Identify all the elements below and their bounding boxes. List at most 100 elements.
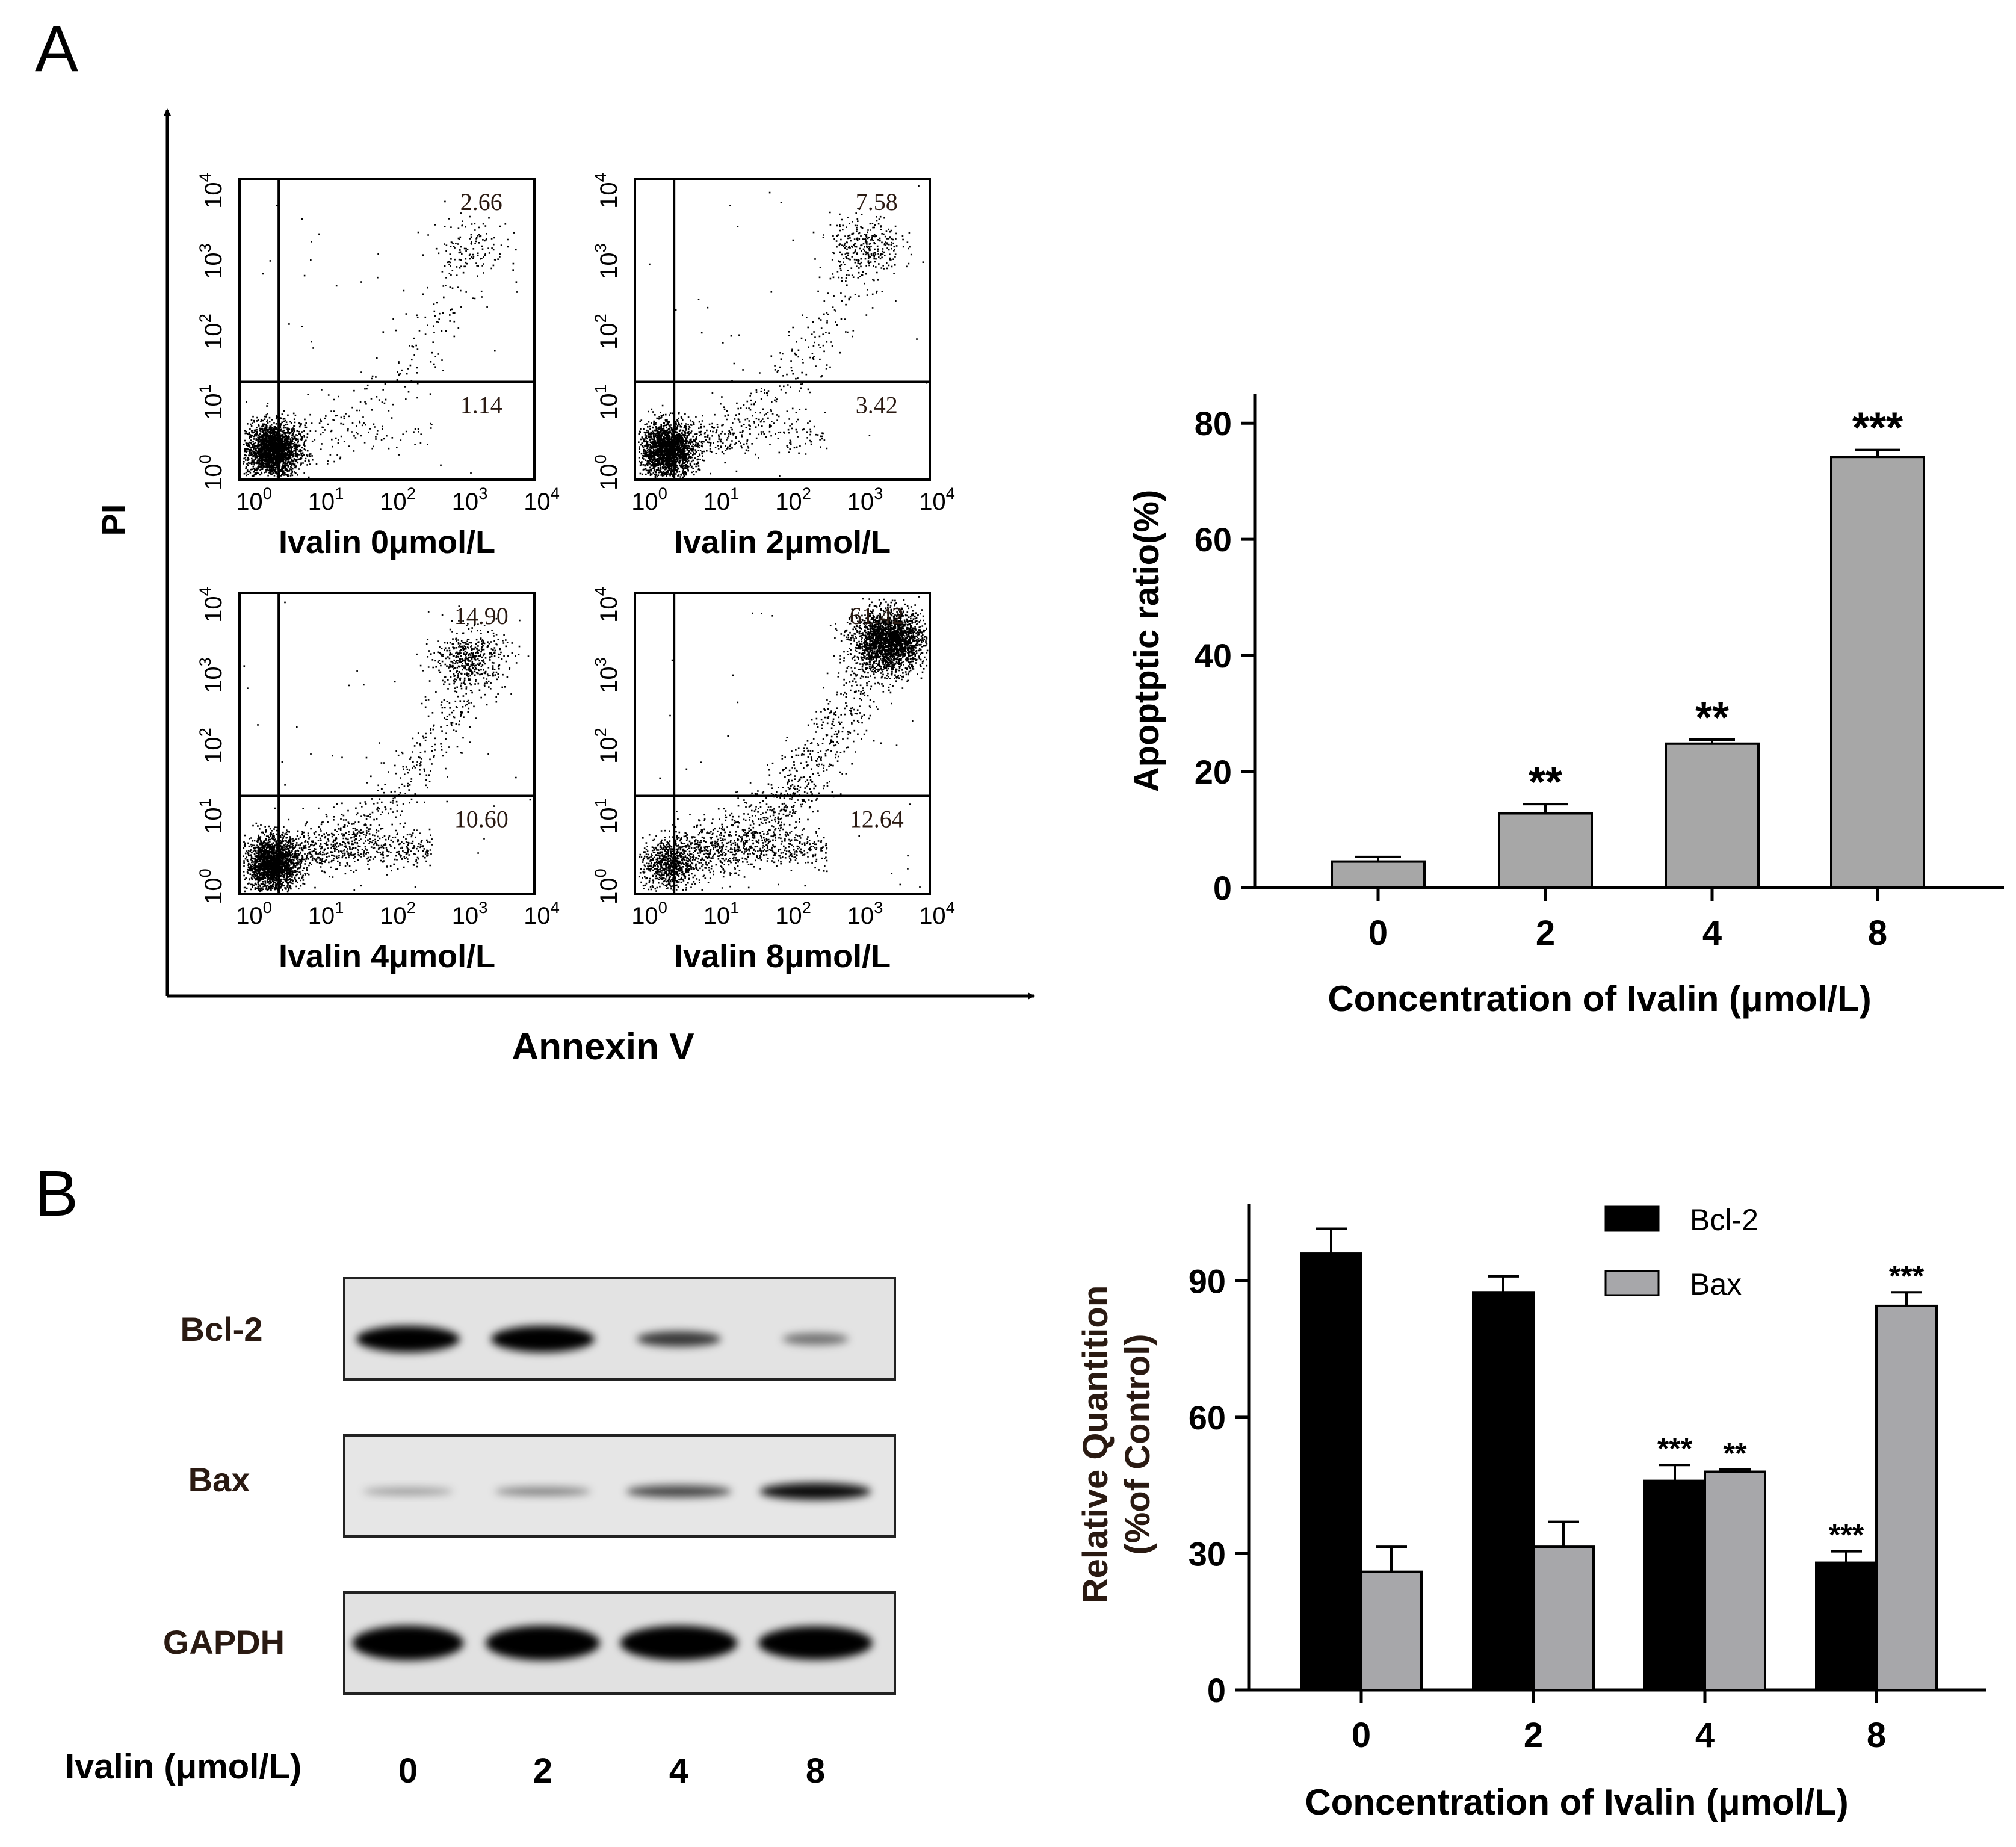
flow-x-tick-0-text: 100 <box>236 898 272 929</box>
panel-label-b: B <box>35 1157 78 1230</box>
flow-y-tick-1-text: 101 <box>591 798 622 834</box>
flow-x-tick-4: 104 <box>524 898 560 929</box>
flow-x-tick-0: 100 <box>236 898 272 929</box>
flow-x-tick-1: 101 <box>703 898 740 929</box>
flow-y-tick-1-text: 101 <box>196 384 227 420</box>
flow-x-tick-2: 102 <box>380 898 416 929</box>
chart1-x-tick-label: 4 <box>1702 914 1722 953</box>
flow-x-tick-2: 102 <box>775 898 811 929</box>
flow-y-tick-3-text: 103 <box>591 243 622 279</box>
chart1-bar <box>1830 456 1925 889</box>
chart2-y-tick-label: 90 <box>1189 1262 1226 1300</box>
legend-swatch-bcl2 <box>1604 1205 1660 1232</box>
flow-y-tick-4-text: 104 <box>591 587 622 623</box>
chart2-bar-bax <box>1360 1570 1423 1692</box>
chart2-significance: ** <box>1724 1437 1747 1470</box>
flow-x-tick-2: 102 <box>775 484 811 515</box>
flow-upper-right-value: 7.58 <box>856 188 898 215</box>
flow-x-tick-0: 100 <box>631 898 667 929</box>
chart1-significance: ** <box>1695 694 1729 742</box>
blot-band <box>486 1626 600 1660</box>
flow-x-tick-2-text: 102 <box>775 484 811 515</box>
flow-x-tick-3-text: 103 <box>847 898 883 929</box>
chart2-x-tick-label: 2 <box>1524 1716 1543 1755</box>
flow-y-tick-2: 102 <box>196 728 227 764</box>
flow-x-tick-4-text: 104 <box>524 484 560 515</box>
blot-band <box>352 1626 464 1660</box>
flow-y-tick-0-text: 100 <box>196 868 227 905</box>
flow-y-tick-0-text: 100 <box>591 868 622 905</box>
flow-lower-right-value: 3.42 <box>856 392 898 419</box>
flow-y-tick-3: 103 <box>196 657 227 693</box>
chart1-x-tick-label: 2 <box>1536 914 1555 953</box>
flow-x-tick-1: 101 <box>308 898 344 929</box>
flow-y-tick-2: 102 <box>591 728 622 764</box>
chart1-bar <box>1665 742 1760 889</box>
flow-y-tick-4-text: 104 <box>591 173 622 209</box>
flow-x-tick-1: 101 <box>703 484 740 515</box>
flow-y-tick-2-text: 102 <box>591 314 622 350</box>
flow-plot-label: Ivalin 0μmol/L <box>279 524 495 560</box>
chart2-bar-bax <box>1704 1470 1766 1691</box>
flow-plot-dots <box>638 596 929 892</box>
relative-quantition-chart: Relative Quantition (%of Control) Concen… <box>1076 1203 1986 1822</box>
flow-y-tick-4-text: 104 <box>196 173 227 209</box>
flow-x-tick-1-text: 101 <box>703 898 740 929</box>
flow-y-tick-1: 101 <box>196 798 227 834</box>
blot-label-gapdh: GAPDH <box>163 1623 285 1661</box>
flow-x-tick-2-text: 102 <box>775 898 811 929</box>
flow-x-tick-2-text: 102 <box>380 484 416 515</box>
flow-upper-right-value: 61.42 <box>850 602 904 630</box>
flow-y-tick-3-text: 103 <box>591 657 622 693</box>
flow-y-tick-1-text: 101 <box>591 384 622 420</box>
chart2-bar-bax <box>1532 1545 1595 1692</box>
blot-label-bcl2: Bcl-2 <box>181 1310 263 1348</box>
chart1-x-tick-label: 0 <box>1368 914 1388 953</box>
flow-lower-right-value: 1.14 <box>460 392 502 419</box>
flow-y-tick-0: 100 <box>591 454 622 490</box>
flow-x-tick-0: 100 <box>236 484 272 515</box>
flow-y-tick-4: 104 <box>591 587 622 623</box>
flow-x-tick-3: 103 <box>847 898 883 929</box>
chart2-bar-bcl-2 <box>1300 1252 1362 1691</box>
chart2-y-tick-label: 60 <box>1189 1399 1226 1437</box>
chart1-x-tick-label: 8 <box>1868 914 1887 953</box>
chart1-significance: *** <box>1852 404 1903 453</box>
flow-y-tick-0: 100 <box>591 868 622 905</box>
chart1-bar <box>1498 812 1593 889</box>
flow-upper-right-value: 14.90 <box>454 602 509 630</box>
blot-lane-8: 8 <box>806 1751 825 1790</box>
flow-x-tick-2-text: 102 <box>380 898 416 929</box>
chart2-bar-bax <box>1875 1304 1938 1691</box>
flow-y-tick-0: 100 <box>196 868 227 905</box>
flow-plot-2: 14.90 10.60 100 101 102 103 104 100 101 102 103 104… <box>196 587 560 974</box>
flow-x-tick-3: 103 <box>847 484 883 515</box>
flow-y-tick-2: 102 <box>591 314 622 350</box>
flow-plot-1: 7.58 3.42 100 101 102 103 104 100 101 102 103 104 Iv… <box>591 173 955 560</box>
chart2-significance: *** <box>1829 1518 1864 1552</box>
flow-y-tick-4: 104 <box>196 587 227 623</box>
chart2-x-label: Concentration of Ivalin (μmol/L) <box>1305 1782 1848 1822</box>
flow-x-tick-3: 103 <box>452 898 488 929</box>
panel-label-a: A <box>35 12 78 85</box>
chart2-x-tick-label: 4 <box>1695 1716 1715 1755</box>
flow-lower-right-value: 12.64 <box>850 806 904 833</box>
flow-y-tick-0: 100 <box>196 454 227 490</box>
flow-x-tick-4: 104 <box>524 484 560 515</box>
flow-y-tick-3-text: 103 <box>196 243 227 279</box>
flow-x-tick-1-text: 101 <box>308 898 344 929</box>
chart1-y-label: Apoptptic ratio(%) <box>1127 490 1166 793</box>
blot-band <box>759 1483 871 1500</box>
flow-x-axis-label: Annexin V <box>512 1026 694 1068</box>
blot-lane-2: 2 <box>533 1751 552 1790</box>
chart2-bar-bcl-2 <box>1815 1561 1878 1692</box>
flow-plot-3: 61.42 12.64 100 101 102 103 104 100 101 102 103 104… <box>591 587 955 974</box>
flow-lower-right-value: 10.60 <box>454 806 509 833</box>
legend-label-bcl2: Bcl-2 <box>1690 1203 1758 1237</box>
flow-x-tick-3-text: 103 <box>452 898 488 929</box>
flow-x-tick-0: 100 <box>631 484 667 515</box>
legend-label-bax: Bax <box>1690 1267 1742 1301</box>
apoptotic-ratio-chart: Apoptptic ratio(%) Concentration of Ival… <box>1127 394 2004 1019</box>
flow-plot-dots <box>243 601 531 893</box>
western-blot: Bcl-2 Bax GAPDH Ivalin (μmol/L) 0 2 4 8 <box>65 1277 896 1790</box>
